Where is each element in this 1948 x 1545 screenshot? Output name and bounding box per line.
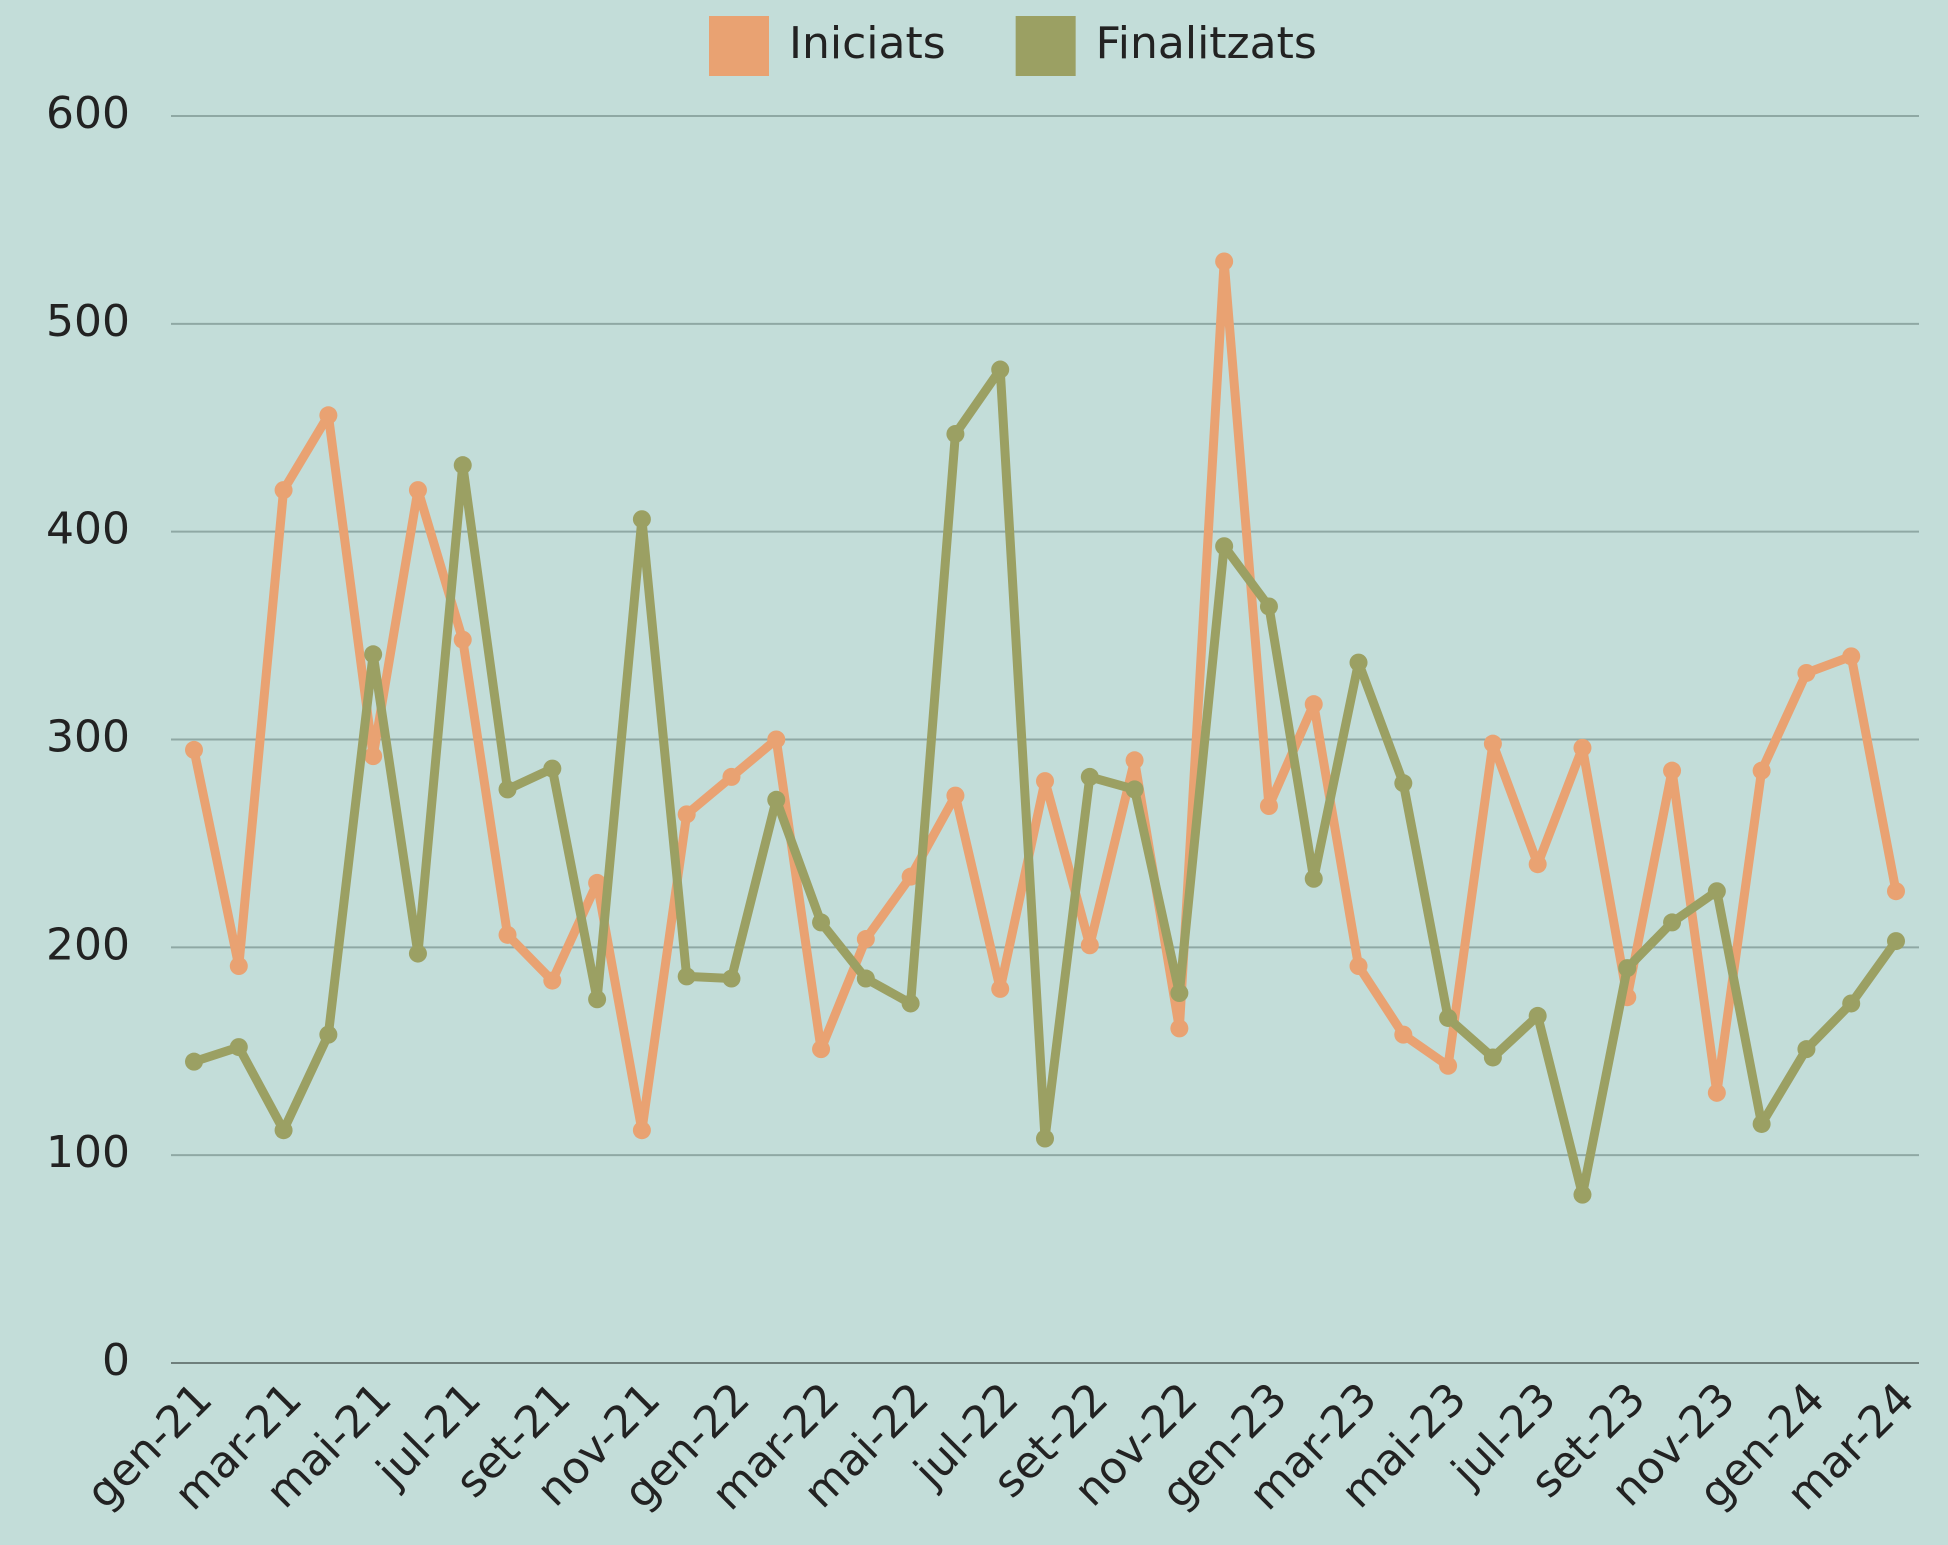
point	[453, 456, 472, 475]
point	[812, 913, 831, 932]
point	[1080, 936, 1099, 955]
point	[1573, 738, 1592, 757]
point	[722, 767, 741, 786]
legend-label: Finalitzats	[1096, 18, 1317, 69]
legend-swatch	[709, 16, 769, 76]
point	[498, 925, 517, 944]
point	[991, 979, 1010, 998]
point	[453, 630, 472, 649]
point	[1887, 932, 1905, 951]
point	[498, 780, 517, 799]
point	[1618, 959, 1637, 978]
point	[1394, 774, 1413, 793]
point	[1439, 1056, 1458, 1075]
point	[1707, 1083, 1726, 1102]
point	[274, 481, 293, 500]
point	[1663, 913, 1682, 932]
point	[767, 790, 786, 809]
point	[319, 406, 338, 425]
y-tick-label: 500	[46, 296, 130, 347]
point	[364, 645, 383, 664]
point	[1259, 797, 1278, 816]
point	[1707, 882, 1726, 901]
legend-label: Iniciats	[789, 18, 946, 69]
point	[588, 873, 607, 892]
point	[856, 969, 875, 988]
point	[1125, 780, 1144, 799]
point	[1842, 994, 1861, 1013]
point	[1573, 1185, 1592, 1204]
series-line	[189, 256, 1901, 1135]
point	[1304, 695, 1323, 714]
point	[185, 740, 203, 759]
point	[812, 1040, 831, 1059]
point	[632, 1121, 651, 1140]
point	[319, 1025, 338, 1044]
point	[185, 1052, 203, 1071]
point	[677, 967, 696, 986]
point	[1170, 1019, 1189, 1038]
point	[991, 360, 1010, 379]
point	[588, 990, 607, 1009]
point	[1036, 772, 1054, 791]
point	[1215, 252, 1234, 271]
y-tick-label: 400	[46, 504, 130, 555]
point	[722, 969, 741, 988]
point	[1752, 1114, 1771, 1133]
y-tick-label: 600	[46, 88, 130, 139]
point	[1842, 647, 1861, 666]
point	[408, 481, 427, 500]
point	[1528, 855, 1547, 874]
point	[1439, 1008, 1458, 1027]
point	[229, 1038, 248, 1057]
y-tick-label: 300	[46, 712, 130, 763]
point	[1528, 1006, 1547, 1025]
point	[767, 730, 786, 749]
point	[856, 930, 875, 949]
point	[1080, 767, 1099, 786]
y-tick-label: 100	[46, 1127, 130, 1178]
point	[1797, 1040, 1816, 1059]
point	[1887, 882, 1905, 901]
point	[229, 957, 248, 976]
point	[1304, 869, 1323, 888]
point	[1349, 957, 1368, 976]
point	[677, 805, 696, 824]
y-tick-label: 200	[46, 919, 130, 970]
point	[1259, 597, 1278, 616]
point	[901, 994, 920, 1013]
point	[1349, 653, 1368, 672]
point	[1036, 1129, 1054, 1148]
point	[946, 424, 965, 443]
point	[901, 867, 920, 886]
point	[364, 747, 383, 766]
point	[1797, 663, 1816, 682]
point	[1394, 1025, 1413, 1044]
point	[1170, 984, 1189, 1003]
point	[946, 786, 965, 805]
point	[1125, 751, 1144, 770]
y-tick-label: 0	[102, 1335, 130, 1386]
point	[1483, 734, 1502, 753]
point	[1663, 761, 1682, 780]
point	[1215, 537, 1234, 556]
point	[1483, 1048, 1502, 1067]
point	[1752, 761, 1771, 780]
point	[632, 510, 651, 529]
point	[543, 971, 562, 990]
point	[408, 944, 427, 963]
legend-swatch	[1015, 16, 1076, 76]
point	[543, 759, 562, 778]
point	[274, 1121, 293, 1140]
